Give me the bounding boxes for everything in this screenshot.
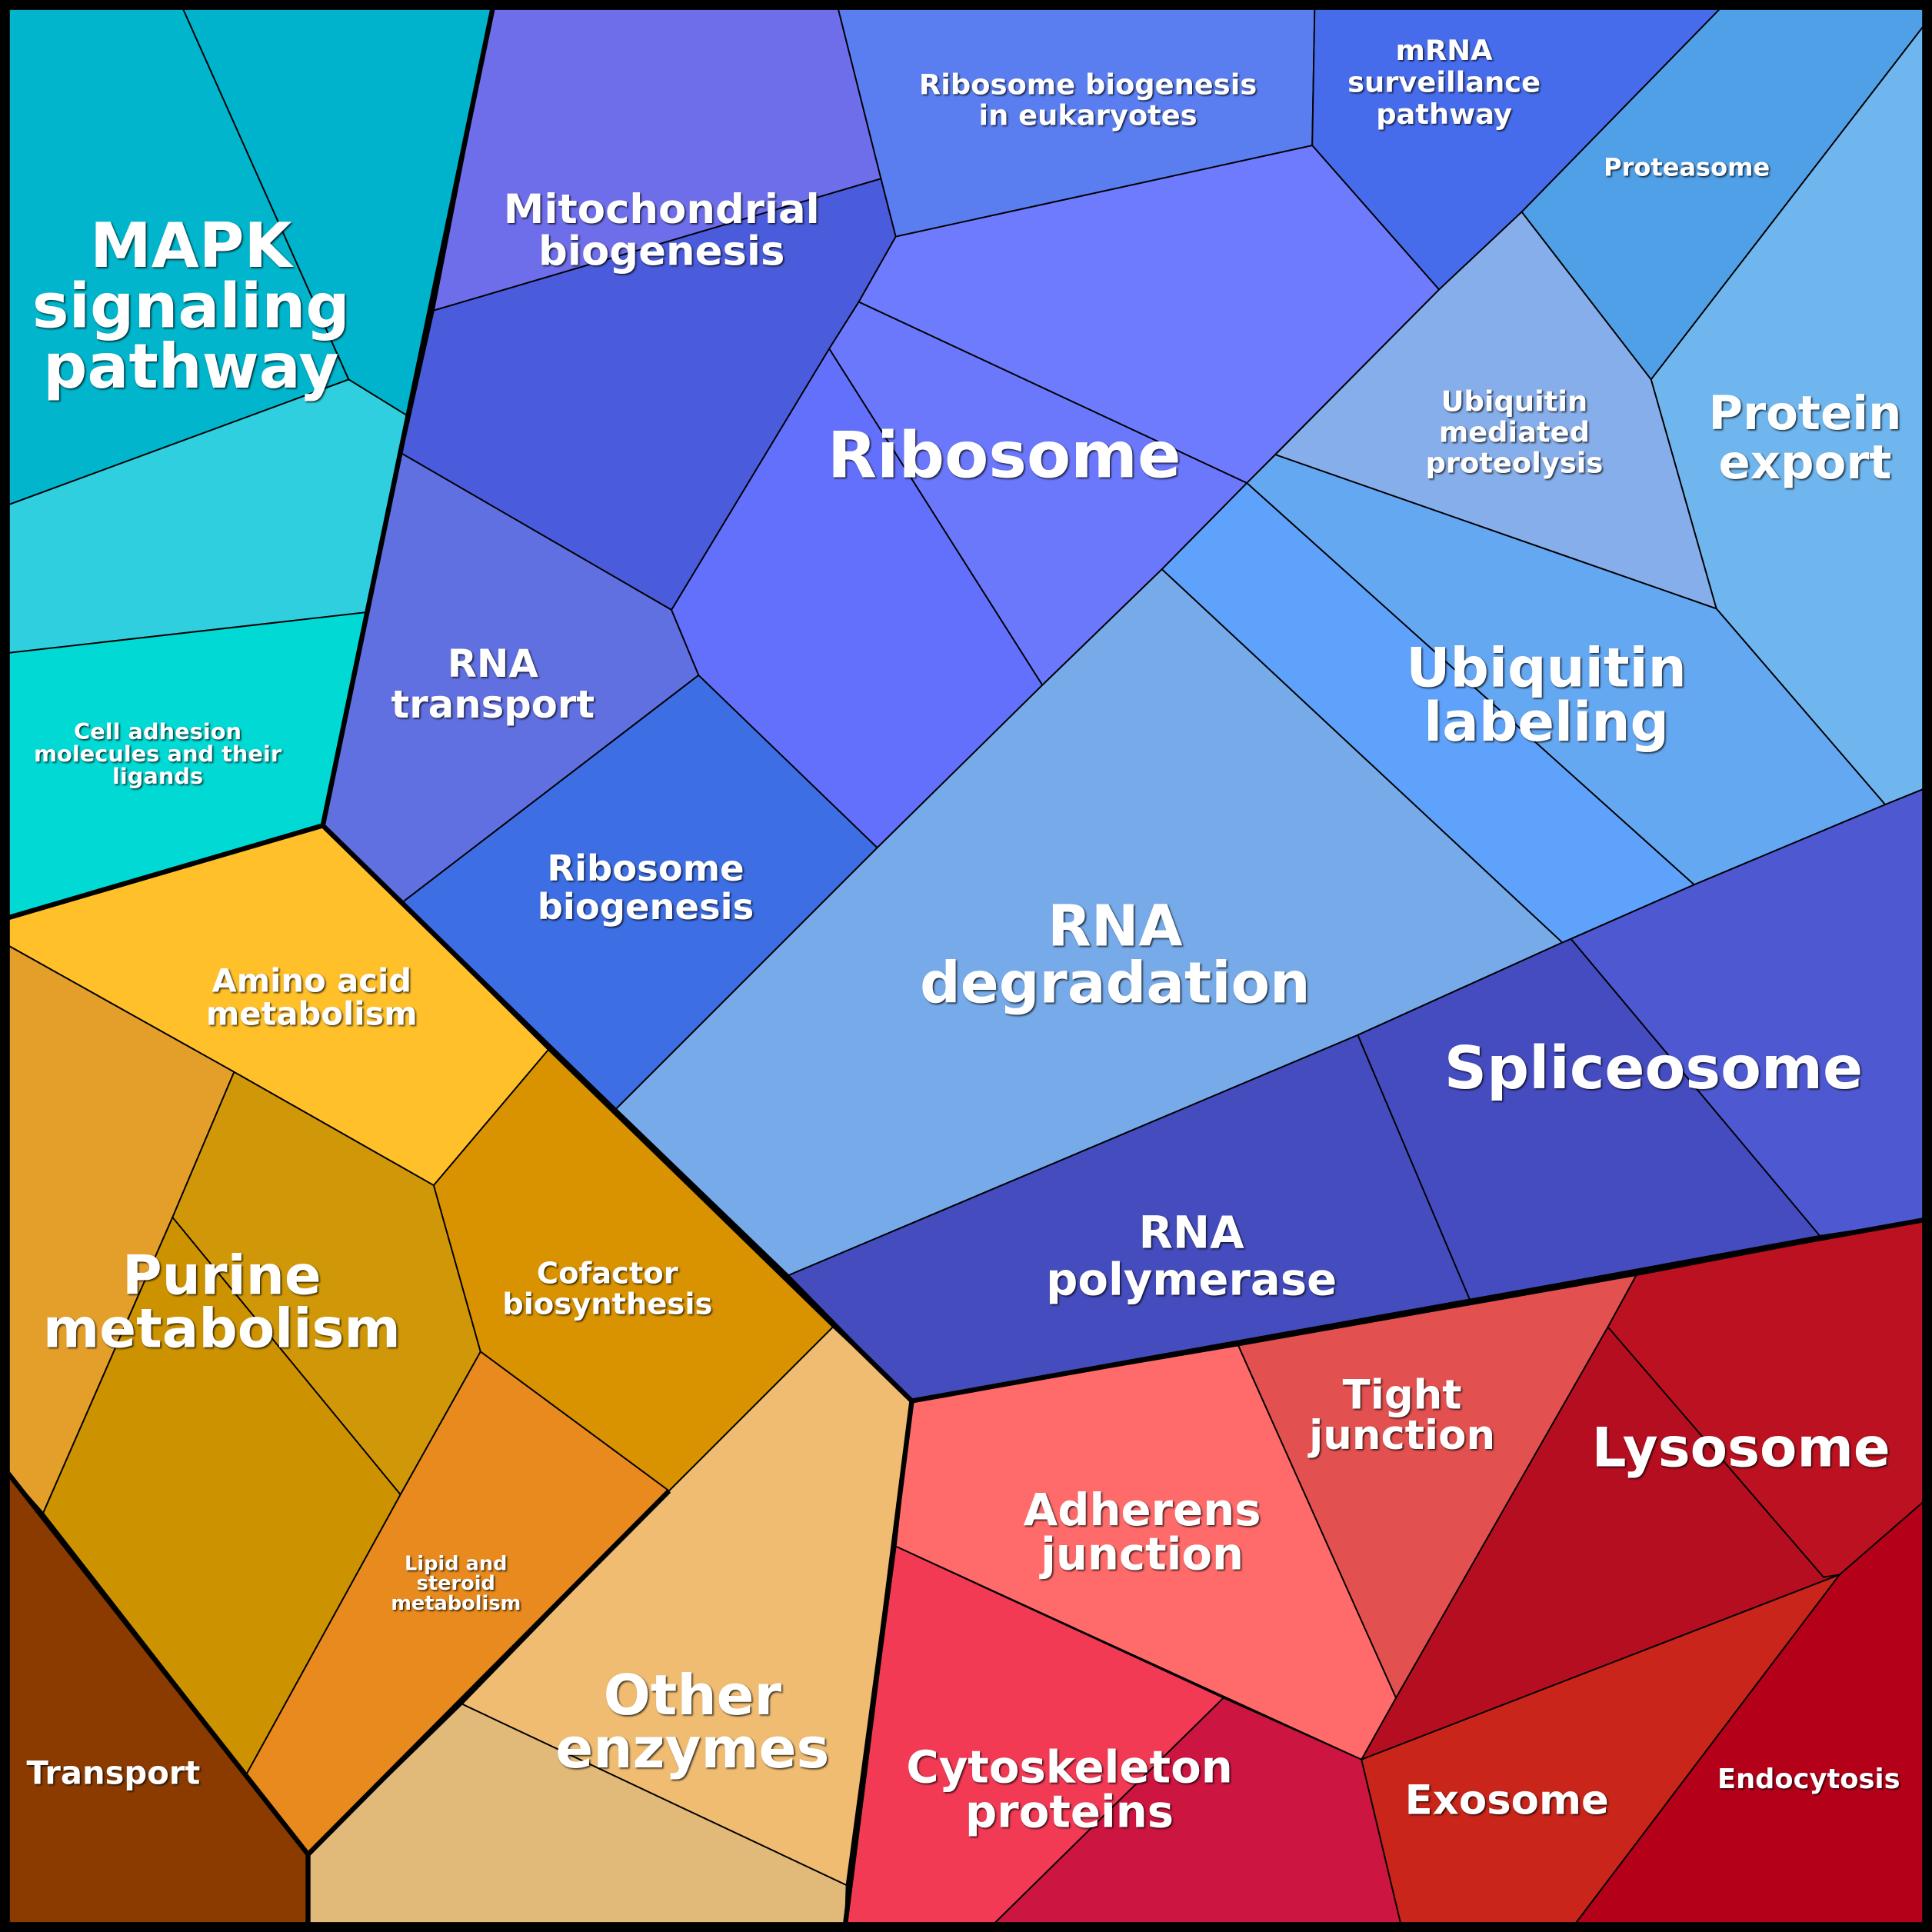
group-border xyxy=(842,1401,914,1925)
group-border xyxy=(321,824,1925,1404)
cell-label: Exosome xyxy=(1405,1777,1609,1824)
label-line: Lysosome xyxy=(1592,1417,1890,1480)
cell-label: Proteasome xyxy=(1604,152,1770,182)
label-line: biogenesis xyxy=(538,886,754,928)
cell-label: Spliceosome xyxy=(1444,1034,1863,1103)
label-line: transport xyxy=(391,682,595,727)
label-line: mRNA xyxy=(1396,34,1494,67)
label-line: Transport xyxy=(27,1754,201,1792)
label-line: ligands xyxy=(112,763,203,789)
label-line: mediated xyxy=(1439,415,1590,448)
label-line: surveillance xyxy=(1347,65,1541,98)
label-line: RNA xyxy=(448,641,539,686)
group-border xyxy=(5,5,1927,1927)
label-line: MAPK xyxy=(90,210,294,281)
label-line: Exosome xyxy=(1405,1777,1609,1824)
label-line: molecules and their xyxy=(34,741,282,767)
label-line: Cell adhesion xyxy=(74,718,242,744)
label-line: Tight xyxy=(1343,1371,1462,1418)
cell xyxy=(1246,454,1887,886)
label-line: metabolism xyxy=(391,1592,521,1615)
label-line: junction xyxy=(1039,1528,1244,1581)
label-line: Lipid and xyxy=(405,1553,507,1576)
cell-label: Ribosome xyxy=(828,418,1181,492)
label-line: Cofactor xyxy=(537,1257,678,1291)
label-line: metabolism xyxy=(43,1297,401,1360)
label-line: Ubiquitin xyxy=(1441,385,1588,418)
label-line: pathway xyxy=(43,331,338,402)
label-line: polymerase xyxy=(1046,1253,1337,1305)
label-line: enzymes xyxy=(555,1717,829,1781)
label-line: Cytoskeleton xyxy=(906,1741,1232,1794)
label-line: Other xyxy=(604,1664,782,1728)
label-line: Purine xyxy=(122,1244,321,1307)
label-line: Spliceosome xyxy=(1444,1034,1863,1103)
label-line: degradation xyxy=(920,951,1311,1016)
label-line: pathway xyxy=(1376,98,1512,131)
label-line: proteolysis xyxy=(1426,446,1604,479)
label-line: RNA xyxy=(1139,1206,1245,1258)
label-line: steroid xyxy=(417,1572,495,1595)
label-line: Endocytosis xyxy=(1717,1764,1900,1795)
label-line: Ribosome xyxy=(828,418,1181,492)
label-line: proteins xyxy=(965,1785,1174,1837)
label-line: Adherens xyxy=(1024,1484,1261,1536)
cell-label: Transport xyxy=(27,1754,201,1792)
label-line: Mitochondrial xyxy=(504,186,820,233)
label-line: biogenesis xyxy=(538,228,785,275)
label-line: in eukaryotes xyxy=(979,99,1198,132)
label-line: Protein xyxy=(1708,386,1901,441)
label-line: Amino acid xyxy=(212,961,412,999)
label-line: Ribosome xyxy=(547,848,744,889)
label-line: biosynthesis xyxy=(502,1287,712,1322)
cell-label: Lysosome xyxy=(1592,1417,1890,1480)
label-line: Ribosome biogenesis xyxy=(919,68,1257,102)
group-border xyxy=(306,1489,671,1857)
label-line: export xyxy=(1718,435,1891,490)
label-line: labeling xyxy=(1424,691,1669,754)
group-border xyxy=(5,1471,311,1925)
label-line: Proteasome xyxy=(1604,152,1770,182)
label-line: metabolism xyxy=(206,995,418,1033)
label-line: signaling xyxy=(32,271,350,342)
label-line: Ubiquitin xyxy=(1406,637,1687,700)
label-line: junction xyxy=(1307,1412,1495,1459)
cell-label: Endocytosis xyxy=(1717,1764,1900,1795)
label-line: RNA xyxy=(1048,894,1182,960)
